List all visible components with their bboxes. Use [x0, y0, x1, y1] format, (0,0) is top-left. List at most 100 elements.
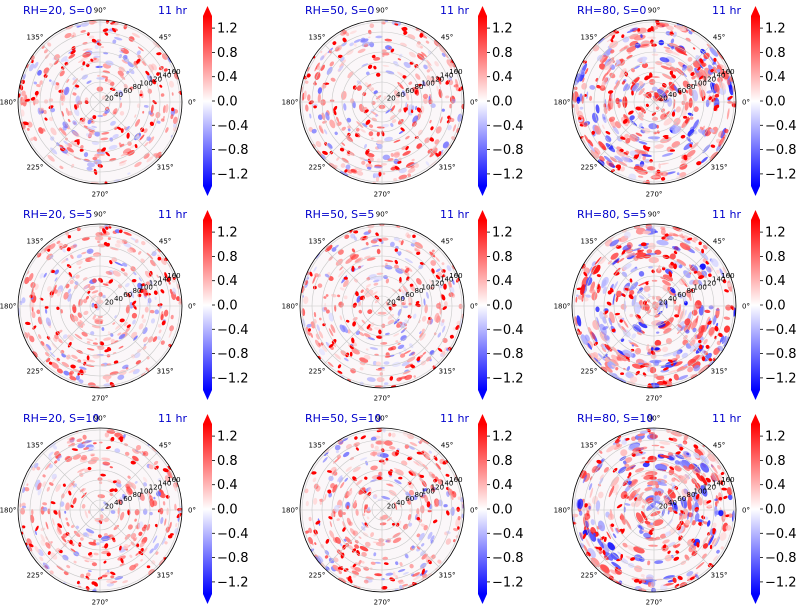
- colorbar-gradient: [751, 220, 760, 390]
- field-cell: [42, 562, 50, 570]
- field-cell: [369, 23, 375, 28]
- field-cell: [662, 352, 674, 357]
- field-cell: [629, 33, 639, 40]
- field-max-cell: [349, 345, 354, 350]
- field-cell: [83, 152, 89, 158]
- field-max-cell: [345, 319, 350, 323]
- radial-tick-label: 60: [123, 495, 132, 503]
- field-cell: [611, 354, 620, 362]
- field-cell: [414, 242, 423, 249]
- field-cell: [156, 274, 159, 279]
- field-cell: [385, 300, 389, 307]
- field-cell: [70, 140, 80, 147]
- field-cell: [313, 497, 318, 505]
- field-max-cell: [698, 344, 703, 350]
- field-cell: [419, 332, 424, 338]
- field-cell: [151, 63, 157, 71]
- field-cell: [688, 97, 693, 108]
- panel-title: RH=80, S=0: [577, 4, 646, 17]
- field-cell: [713, 347, 720, 355]
- field-cell: [71, 442, 76, 447]
- field-cell: [653, 308, 659, 314]
- field-max-cell: [615, 244, 622, 249]
- field-cell: [113, 524, 120, 531]
- field-cell: [580, 334, 588, 345]
- panel-title: RH=80, S=10: [577, 412, 653, 425]
- field-cell: [367, 337, 376, 341]
- field-cell: [97, 115, 104, 117]
- colorbar-tick-label: −0.8: [492, 347, 524, 362]
- field-cell: [54, 450, 60, 456]
- polar-panel: 0°45°90°135°180°225°270°315°20 40 60 801001…: [282, 208, 478, 403]
- field-cell: [366, 257, 376, 261]
- radial-tick-label: 100: [422, 79, 435, 87]
- field-cell: [382, 461, 386, 465]
- angle-tick-label: 90°: [648, 7, 660, 15]
- colorbar-gradient: [478, 220, 487, 390]
- field-cell: [444, 531, 449, 536]
- field-cell: [650, 347, 654, 351]
- field-cell: [717, 345, 724, 352]
- field-cell: [643, 285, 651, 292]
- field-cell: [384, 259, 394, 263]
- field-cell: [139, 541, 145, 548]
- field-cell: [693, 364, 701, 372]
- field-max-cell: [680, 134, 686, 139]
- field-cell: [368, 229, 372, 233]
- field-cell: [77, 468, 86, 473]
- colorbar: 1.20.80.40.0−0.4−0.8−1.2: [478, 6, 524, 196]
- field-cell: [158, 329, 162, 334]
- colorbar-extend-min: [203, 390, 212, 400]
- field-cell: [71, 482, 75, 486]
- field-max-cell: [668, 271, 673, 278]
- field-cell: [90, 181, 99, 184]
- angle-tick-label: 225°: [308, 164, 325, 172]
- field-cell: [651, 53, 659, 56]
- colorbar-extend-min: [478, 594, 487, 604]
- field-max-cell: [71, 448, 79, 451]
- angle-tick-label: 225°: [26, 572, 43, 580]
- field-cell: [705, 316, 710, 328]
- field-cell: [370, 322, 375, 328]
- field-cell: [26, 270, 30, 275]
- field-cell: [394, 90, 400, 99]
- field-cell: [601, 77, 608, 89]
- colorbar-extend-min: [751, 594, 760, 604]
- radial-tick-label: 100: [422, 283, 435, 291]
- field-cell: [667, 369, 679, 374]
- field-cell: [603, 334, 610, 341]
- field-cell: [56, 357, 61, 362]
- field-cell: [589, 288, 595, 294]
- field-cell: [572, 104, 575, 108]
- field-max-cell: [410, 109, 414, 114]
- field-cell: [444, 52, 449, 59]
- field-cell: [338, 65, 344, 72]
- angle-tick-label: 315°: [157, 572, 174, 580]
- field-max-cell: [352, 302, 357, 308]
- field-cell: [104, 572, 111, 575]
- field-cell: [334, 131, 338, 136]
- field-cell: [175, 522, 178, 528]
- colorbar-tick-label: 0.4: [217, 70, 238, 85]
- field-cell: [704, 309, 711, 314]
- field-cell: [353, 42, 357, 47]
- field-cell: [591, 291, 598, 301]
- field-cell: [93, 386, 100, 388]
- colorbar-extend-min: [203, 186, 212, 196]
- colorbar-tick-label: −0.4: [765, 527, 797, 542]
- field-cell: [349, 30, 357, 35]
- field-cell: [363, 289, 369, 295]
- field-cell: [654, 339, 662, 347]
- field-cell: [353, 278, 359, 283]
- field-cell: [106, 583, 115, 587]
- field-cell: [635, 132, 643, 137]
- field-max-cell: [674, 314, 680, 318]
- field-cell: [345, 501, 351, 510]
- field-cell: [133, 63, 138, 69]
- field-cell: [102, 461, 111, 466]
- field-cell: [166, 469, 173, 479]
- field-max-cell: [713, 57, 717, 62]
- field-cell: [336, 121, 342, 127]
- field-cell: [402, 523, 409, 530]
- field-cell: [576, 315, 582, 327]
